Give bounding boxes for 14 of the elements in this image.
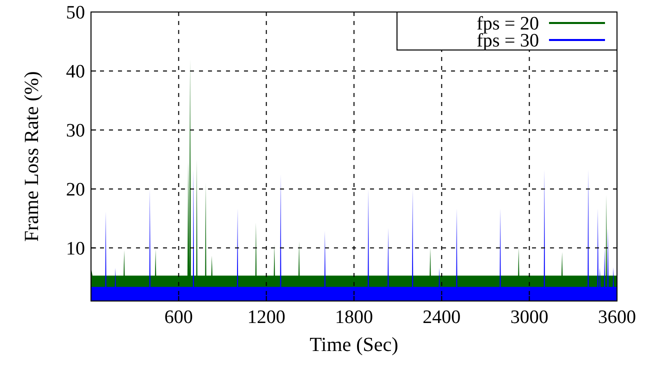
x-tick-label: 2400 bbox=[422, 307, 461, 328]
y-axis-title: Frame Loss Rate (%) bbox=[21, 71, 43, 242]
x-tick-label: 1800 bbox=[335, 307, 373, 328]
y-tick-label: 20 bbox=[66, 180, 85, 201]
legend-label: fps = 20 bbox=[476, 14, 539, 35]
y-tick-label: 50 bbox=[66, 2, 85, 24]
x-tick-label: 1200 bbox=[247, 307, 286, 328]
x-axis-title: Time (Sec) bbox=[310, 334, 398, 356]
y-tick-label: 10 bbox=[66, 238, 85, 260]
y-tick-label: 40 bbox=[66, 62, 85, 83]
y-tick-label: 30 bbox=[66, 120, 85, 142]
x-tick-label: 3000 bbox=[510, 307, 548, 328]
x-tick-label: 600 bbox=[164, 307, 193, 328]
x-tick-label: 3600 bbox=[598, 307, 636, 328]
